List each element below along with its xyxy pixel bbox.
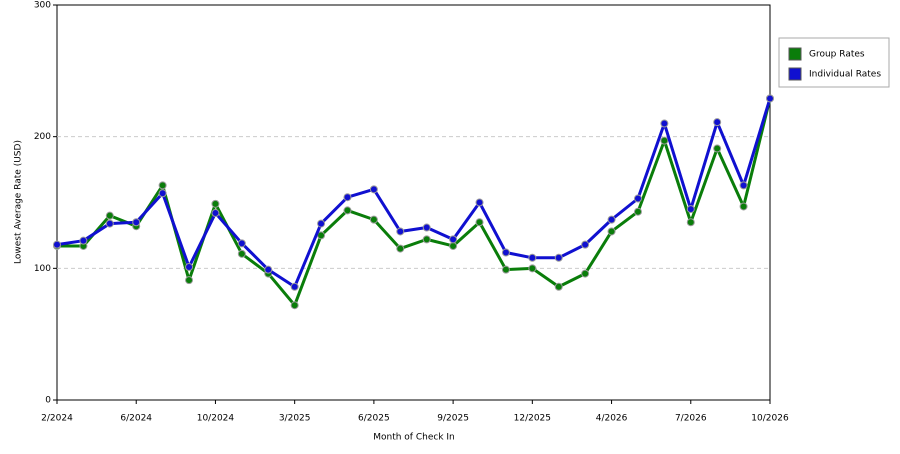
point xyxy=(686,205,695,214)
point xyxy=(211,209,220,218)
point xyxy=(343,193,352,202)
y-tick-label: 0 xyxy=(45,396,51,406)
x-tick-label: 3/2025 xyxy=(279,414,311,424)
point xyxy=(660,119,669,128)
point xyxy=(660,136,669,145)
point xyxy=(739,202,748,211)
point xyxy=(290,301,299,310)
x-tick-label: 10/2026 xyxy=(751,414,789,424)
point xyxy=(158,181,167,190)
legend-label: Individual Rates xyxy=(809,70,881,80)
y-axis-label: Lowest Average Rate (USD) xyxy=(14,140,24,264)
x-tick-label: 6/2025 xyxy=(358,414,390,424)
point xyxy=(396,244,405,253)
point xyxy=(581,269,590,278)
point xyxy=(211,199,220,208)
point xyxy=(528,253,537,262)
point xyxy=(105,211,114,220)
point xyxy=(105,219,114,228)
point xyxy=(739,181,748,190)
point xyxy=(290,282,299,291)
point xyxy=(369,215,378,224)
point xyxy=(158,189,167,198)
point xyxy=(581,240,590,249)
x-tick-label: 4/2026 xyxy=(596,414,628,424)
plot-area xyxy=(56,4,771,401)
series-line xyxy=(56,98,772,289)
point xyxy=(475,218,484,227)
point xyxy=(79,236,88,245)
point xyxy=(713,118,722,127)
y-tick-label: 100 xyxy=(34,264,51,274)
point xyxy=(237,249,246,258)
point xyxy=(607,227,616,236)
point xyxy=(713,144,722,153)
point xyxy=(449,235,458,244)
point xyxy=(633,207,642,216)
point xyxy=(53,240,61,249)
legend-swatch xyxy=(788,67,802,81)
point xyxy=(633,194,642,203)
point xyxy=(766,94,774,103)
point xyxy=(607,215,616,224)
legend-label: Group Rates xyxy=(809,50,865,60)
x-tick-label: 2/2024 xyxy=(41,414,73,424)
point xyxy=(264,265,273,274)
y-tick-label: 200 xyxy=(34,132,51,142)
point xyxy=(185,276,194,285)
x-tick-label: 7/2026 xyxy=(675,414,707,424)
point xyxy=(501,265,510,274)
point xyxy=(396,227,405,236)
point xyxy=(554,282,563,291)
x-tick-label: 12/2025 xyxy=(514,414,551,424)
point xyxy=(132,218,141,227)
point xyxy=(501,248,510,257)
legend-swatch xyxy=(788,47,802,61)
point xyxy=(343,206,352,215)
point xyxy=(449,241,458,250)
x-axis-label: Month of Check In xyxy=(373,433,455,443)
x-tick-label: 9/2025 xyxy=(437,414,469,424)
x-tick-label: 10/2024 xyxy=(197,414,235,424)
point xyxy=(475,198,484,207)
x-tick-label: 6/2024 xyxy=(120,414,152,424)
point xyxy=(528,264,537,273)
point xyxy=(237,239,246,248)
point xyxy=(317,219,326,228)
y-tick-label: 300 xyxy=(34,1,51,11)
point xyxy=(422,223,431,232)
point xyxy=(422,235,431,244)
point xyxy=(369,185,378,194)
point xyxy=(185,263,194,272)
point xyxy=(554,253,563,262)
point xyxy=(686,218,695,227)
